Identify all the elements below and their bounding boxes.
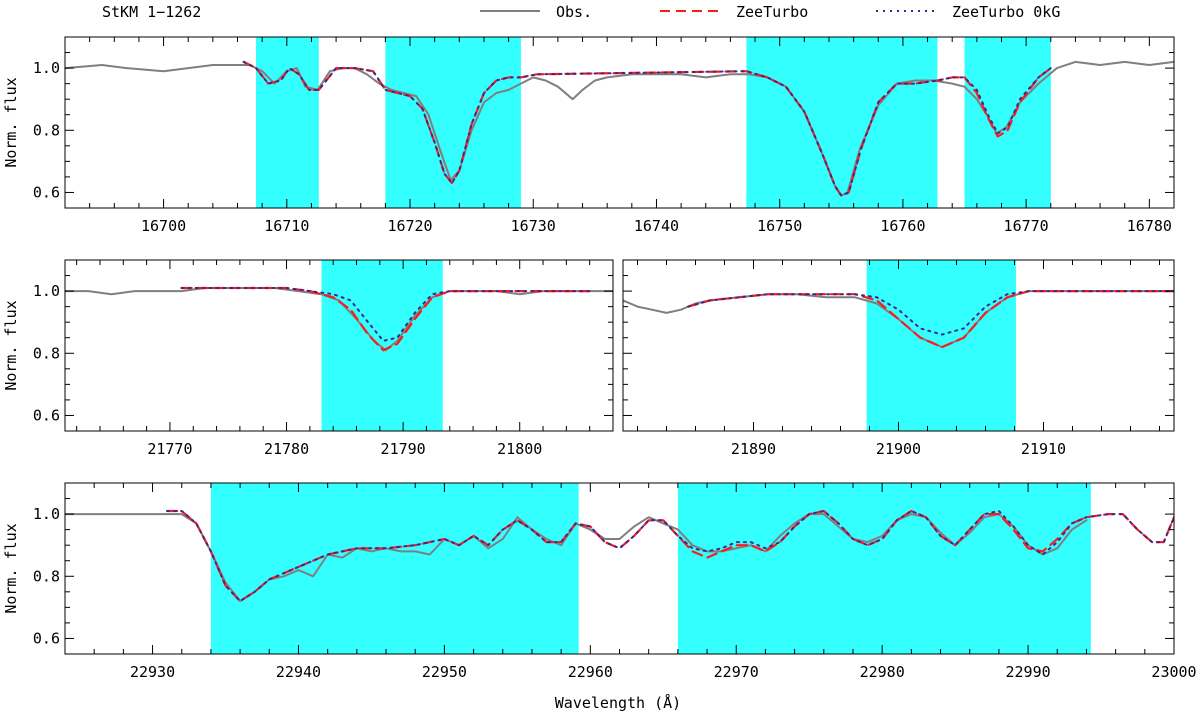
panel-p4: 22930 22940 22950 22960 22970 22980 22990 23000… (2, 482, 1197, 681)
p1-ytick-label: 1.0 (33, 59, 60, 77)
p1-xtick-label: 16710 (264, 217, 309, 235)
p4-xtick-label: 22950 (422, 663, 467, 681)
legend-label-zeeturbo-0kg: ZeeTurbo 0kG (952, 3, 1060, 21)
p4-xtick-label: 22930 (130, 663, 175, 681)
p2-ytick-label: 0.8 (33, 344, 60, 362)
p1-series-model0 (242, 60, 1052, 197)
p4-xtick-label: 22980 (860, 663, 905, 681)
p1-region-1 (255, 37, 319, 208)
p1-region-3 (746, 37, 938, 208)
p2-ylabel: Norm. flux (2, 300, 20, 390)
p1-xtick-label: 16770 (1004, 217, 1049, 235)
p1-ytick-label: 0.6 (33, 183, 60, 201)
p4-series-model (166, 509, 1174, 603)
panel-p1: 16700 16710 16720 16730 16740 16750 16760 16770… (2, 36, 1175, 235)
p1-ytick-label: 0.8 (33, 121, 60, 139)
p1-xtick-label: 16730 (511, 217, 556, 235)
p4-ytick-label: 0.6 (33, 629, 60, 647)
p1-xtick-label: 16740 (634, 217, 679, 235)
p4-ytick-label: 0.8 (33, 567, 60, 585)
p3-region-1 (866, 260, 1016, 431)
p1-xtick-label: 16720 (387, 217, 432, 235)
legend: Obs. ZeeTurbo ZeeTurbo 0kG (480, 3, 1060, 21)
p1-xtick-label: 16780 (1127, 217, 1172, 235)
p4-xtick-label: 22940 (276, 663, 321, 681)
panel-p3: 21890 21900 21910 (622, 259, 1175, 458)
p3-xtick-label: 21890 (731, 440, 776, 458)
p2-ytick-label: 0.6 (33, 406, 60, 424)
p3-xtick-label: 21900 (876, 440, 921, 458)
p1-xtick-label: 16750 (757, 217, 802, 235)
legend-label-obs: Obs. (556, 3, 592, 21)
p1-frame (64, 36, 1175, 209)
p4-xtick-label: 23000 (1151, 663, 1196, 681)
p4-xtick-label: 22960 (568, 663, 613, 681)
star-name-label: StKM 1−1262 (102, 3, 201, 21)
p2-region-1 (321, 260, 443, 431)
p4-region-2 (677, 483, 1091, 654)
p2-xtick-label: 21790 (381, 440, 426, 458)
p4-region-1 (210, 483, 579, 654)
p1-xtick-label: 16700 (141, 217, 186, 235)
p1-ylabel: Norm. flux (2, 77, 20, 167)
p2-ytick-label: 1.0 (33, 282, 60, 300)
p4-ylabel: Norm. flux (2, 523, 20, 613)
p2-series-model0 (180, 287, 591, 342)
p3-xtick-label: 21910 (1021, 440, 1066, 458)
p2-xtick-label: 21770 (147, 440, 192, 458)
p4-xtick-label: 22990 (1006, 663, 1051, 681)
p2-xtick-label: 21780 (264, 440, 309, 458)
p4-series-model0 (166, 510, 1174, 603)
p2-frame (64, 259, 614, 432)
legend-label-zeeturbo: ZeeTurbo (736, 3, 808, 21)
p4-xtick-label: 22970 (714, 663, 759, 681)
p2-xtick-label: 21800 (497, 440, 542, 458)
x-axis-label: Wavelength (Å) (555, 693, 681, 712)
panel-p2: 21770 21780 21790 21800 0.6 0.8 1.0 Norm. flux (2, 259, 614, 458)
p4-ytick-label: 1.0 (33, 505, 60, 523)
p1-xtick-label: 16760 (880, 217, 925, 235)
p3-series-model0 (687, 290, 1174, 336)
p1-region-4 (964, 37, 1051, 208)
